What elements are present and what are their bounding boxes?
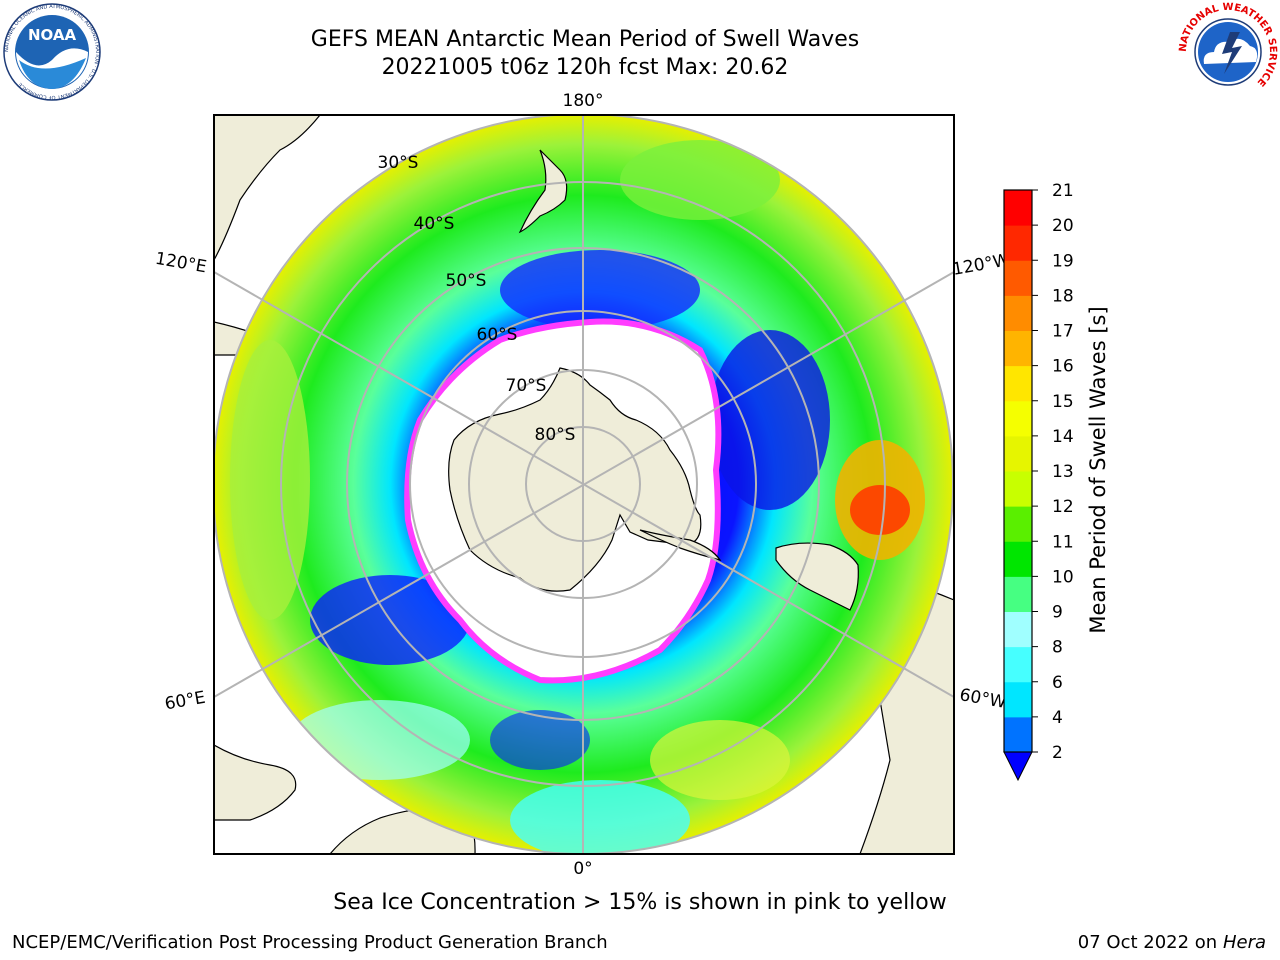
- lat-label-60s: 60°S: [477, 325, 518, 345]
- colorbar-tick-label: 6: [1052, 673, 1063, 693]
- colorbar-segment: [1004, 471, 1032, 507]
- colorbar-tick-label: 10: [1052, 567, 1074, 587]
- colorbar-segment: [1004, 225, 1032, 261]
- colorbar-segment: [1004, 716, 1032, 753]
- map-title: GEFS MEAN Antarctic Mean Period of Swell…: [310, 27, 860, 52]
- colorbar-tick-label: 17: [1052, 322, 1074, 342]
- colorbar-tick-label: 2: [1052, 743, 1063, 763]
- colorbar-tick-label: 19: [1052, 251, 1074, 271]
- colorbar-tick-label: 12: [1052, 497, 1074, 517]
- colorbar-segment: [1004, 646, 1032, 683]
- footer-date-text: 07 Oct 2022 on: [1077, 932, 1223, 953]
- colorbar-segment: [1004, 506, 1032, 542]
- lat-label-30s: 30°S: [378, 153, 419, 173]
- colorbar-segment: [1004, 190, 1032, 226]
- lat-label-50s: 50°S: [446, 271, 487, 291]
- colorbar-label: Mean Period of Swell Waves [s]: [1086, 306, 1110, 633]
- colorbar-tick-label: 14: [1052, 427, 1074, 447]
- lon-label-180: 180°: [563, 91, 604, 111]
- colorbar-tick-label: 11: [1052, 532, 1074, 552]
- nws-logo: NATIONAL WEATHER SERVICE: [1178, 2, 1278, 100]
- footer-machine: Hera: [1222, 932, 1266, 953]
- coastlines-in-disk: [518, 149, 859, 611]
- colorbar-extend-arrow: [1003, 751, 1033, 782]
- lon-label-0: 0°: [573, 859, 592, 879]
- noaa-logo-text: NOAA: [28, 26, 77, 44]
- colorbar-segment: [1004, 576, 1032, 612]
- footer-date: 07 Oct 2022 on Hera: [1078, 932, 1266, 953]
- colorbar-segment: [1004, 365, 1032, 402]
- colorbar-tick-label: 13: [1052, 462, 1074, 482]
- colorbar-tick-label: 18: [1052, 286, 1074, 306]
- colorbar-tick-label: 9: [1052, 603, 1063, 623]
- colorbar-tick-label: 21: [1052, 181, 1074, 201]
- colorbar-tick-label: 8: [1052, 638, 1063, 658]
- colorbar-tick-label: 20: [1052, 216, 1074, 236]
- colorbar-tick-label: 4: [1052, 708, 1063, 728]
- colorbar-segment: [1004, 295, 1032, 331]
- colorbar-segment: [1004, 541, 1032, 577]
- colorbar-segment: [1004, 260, 1032, 296]
- sea-ice-note: Sea Ice Concentration > 15% is shown in …: [333, 890, 947, 915]
- colorbar-segment: [1004, 330, 1032, 367]
- noaa-logo: NOAA NATIONAL OCEANIC AND ATMOSPHERIC AD…: [3, 3, 101, 101]
- colorbar-tick-label: 15: [1052, 392, 1074, 412]
- lat-label-80s: 80°S: [535, 425, 576, 445]
- map-subtitle-forecast: 20221005 t06z 120h fcst Max: 20.62: [381, 55, 789, 80]
- colorbar-tick-label: 16: [1052, 357, 1074, 377]
- colorbar-segment: [1004, 435, 1032, 472]
- footer-producer: NCEP/EMC/Verification Post Processing Pr…: [12, 932, 608, 953]
- colorbar-segment: [1004, 611, 1032, 648]
- colorbar-segment: [1004, 681, 1032, 718]
- map-frame: [213, 114, 955, 855]
- lat-label-40s: 40°S: [414, 214, 455, 234]
- colorbar-segment: [1004, 400, 1032, 437]
- lat-label-70s: 70°S: [506, 376, 547, 396]
